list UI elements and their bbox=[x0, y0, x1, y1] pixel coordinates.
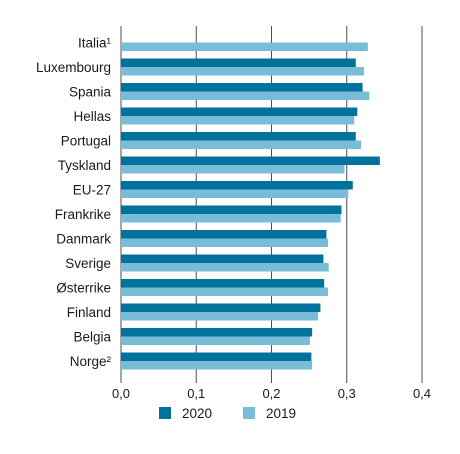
category-label-italia: Italia¹ bbox=[78, 36, 112, 51]
legend-label-2020: 2020 bbox=[182, 406, 212, 421]
category-label-luxembourg: Luxembourg bbox=[36, 60, 111, 75]
x-tick-label: 0,2 bbox=[262, 386, 280, 401]
bar-2019-luxembourg bbox=[121, 67, 365, 76]
bar-2019-sverige bbox=[121, 263, 329, 272]
bar-2020-belgia bbox=[121, 328, 313, 337]
bar-2020-danmark bbox=[121, 230, 327, 239]
legend-swatch-2019 bbox=[243, 407, 255, 419]
x-tick-labels: 0,0 0,1 0,2 0,3 0,4 bbox=[112, 386, 431, 401]
category-label-hellas: Hellas bbox=[73, 109, 111, 124]
bar-2020-spania bbox=[121, 83, 363, 92]
bar-2019-finland bbox=[121, 312, 319, 321]
bar-2019-belgia bbox=[121, 336, 310, 345]
bar-2020-luxembourg bbox=[121, 58, 356, 67]
category-labels: Italia¹ Luxembourg Spania Hellas Portugal Tys… bbox=[36, 36, 112, 370]
bar-2020-portugal bbox=[121, 132, 356, 141]
bar-2019-italia bbox=[121, 42, 368, 51]
bar-2020-eu-27 bbox=[121, 181, 353, 190]
category-label-portugal: Portugal bbox=[61, 134, 111, 149]
x-tick-label: 0,1 bbox=[187, 386, 205, 401]
legend-label-2019: 2019 bbox=[266, 406, 296, 421]
legend-swatch-2020 bbox=[159, 407, 171, 419]
category-label-eu-27: EU-27 bbox=[73, 183, 111, 198]
bar-2019-hellas bbox=[121, 116, 355, 125]
bar-2020-tyskland bbox=[121, 156, 380, 165]
bar-2019-danmark bbox=[121, 238, 328, 247]
x-tick-label: 0,4 bbox=[413, 386, 431, 401]
category-label-sverige: Sverige bbox=[65, 256, 111, 271]
bar-2019-spania bbox=[121, 91, 370, 100]
bar-2019-sterrike bbox=[121, 287, 328, 296]
bar-2019-eu-27 bbox=[121, 189, 349, 198]
category-label-spania: Spania bbox=[69, 85, 112, 100]
x-tick-label: 0,0 bbox=[112, 386, 130, 401]
category-label-danmark: Danmark bbox=[56, 232, 111, 247]
bar-2020-finland bbox=[121, 303, 321, 312]
bar-2019-portugal bbox=[121, 140, 362, 149]
category-label-sterrike: Østerrike bbox=[56, 281, 111, 296]
bar-2020-sterrike bbox=[121, 279, 325, 288]
bar-2019-frankrike bbox=[121, 214, 341, 223]
category-label-frankrike: Frankrike bbox=[55, 207, 111, 222]
bar-2020-hellas bbox=[121, 107, 358, 116]
category-label-belgia: Belgia bbox=[73, 330, 111, 345]
x-tick-label: 0,3 bbox=[338, 386, 356, 401]
category-label-finland: Finland bbox=[67, 305, 111, 320]
bar-2020-norge bbox=[121, 352, 312, 361]
bar-2020-sverige bbox=[121, 254, 324, 263]
bars bbox=[121, 42, 380, 370]
category-label-norge: Norge² bbox=[70, 354, 112, 369]
bar-2020-frankrike bbox=[121, 205, 342, 214]
legend: 2020 2019 bbox=[159, 406, 296, 421]
bar-2019-tyskland bbox=[121, 165, 345, 174]
category-label-tyskland: Tyskland bbox=[58, 158, 111, 173]
bar-2019-norge bbox=[121, 361, 313, 370]
